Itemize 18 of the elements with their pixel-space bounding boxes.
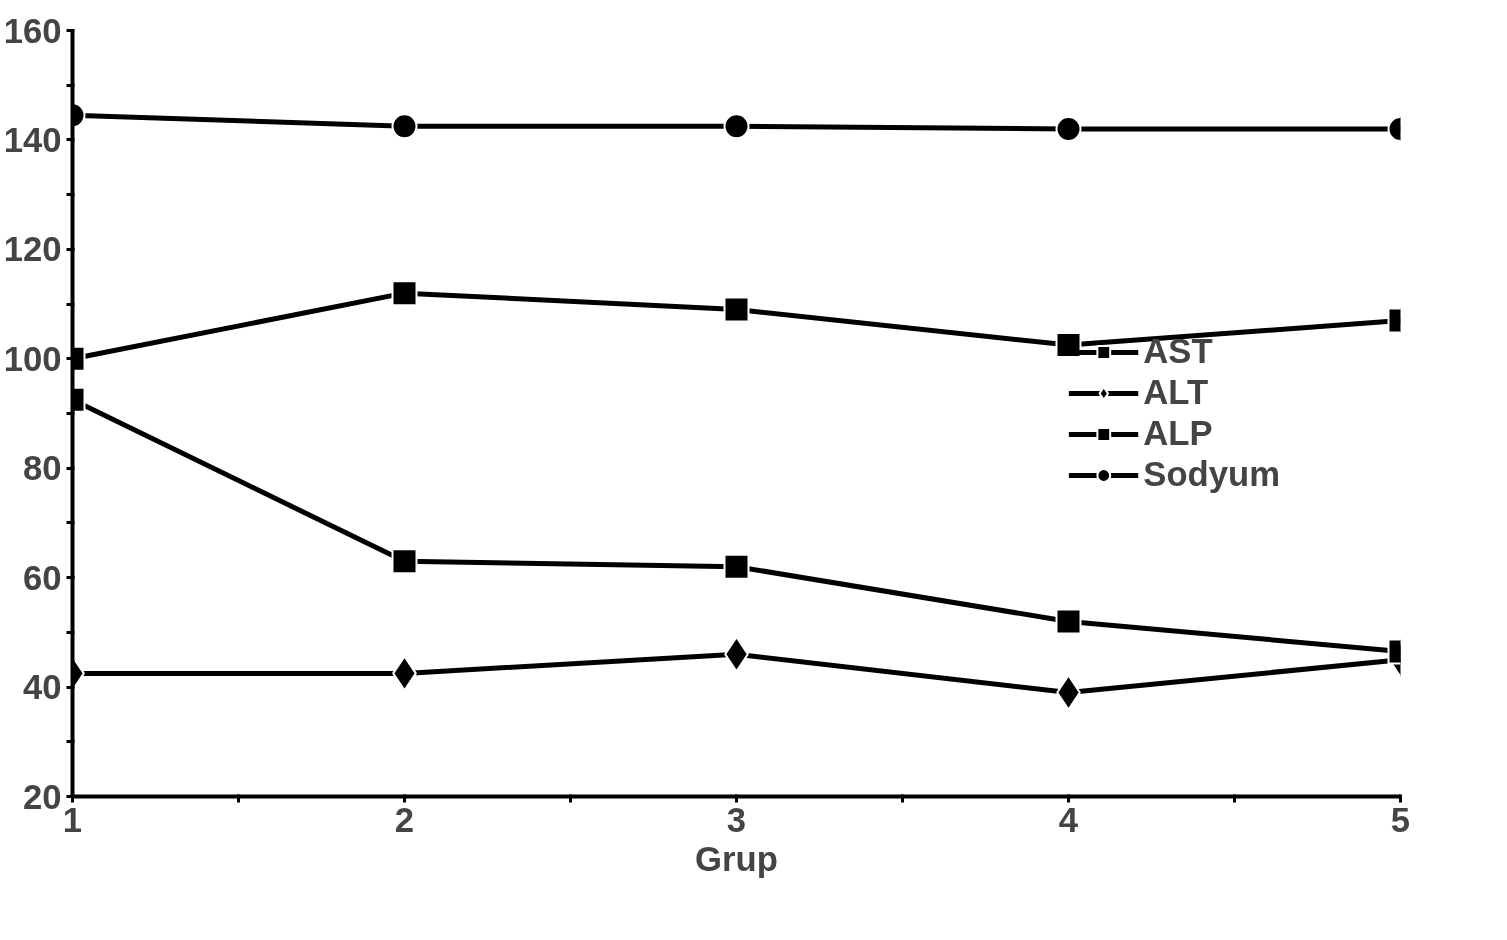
legend-label: ALT [1143,373,1209,412]
y-tick-label: 160 [3,11,62,50]
x-axis-title: Grup [695,839,778,878]
y-tick-label: 120 [3,230,62,269]
x-tick-label: 4 [1058,800,1079,839]
x-tick-label: 2 [394,800,415,839]
y-tick-label: 140 [3,120,62,159]
x-tick-label: 3 [726,800,747,839]
y-tick-label: 60 [22,558,62,597]
y-tick-label: 20 [22,777,62,816]
y-tick-label: 100 [3,339,62,378]
legend-label: AST [1143,332,1213,371]
y-tick-label: 40 [22,668,62,707]
legend-label: Sodyum [1143,455,1280,494]
legend-label: ALP [1143,414,1213,453]
x-tick-label: 1 [62,800,83,839]
y-tick-label: 80 [22,449,62,488]
x-tick-label: 5 [1390,800,1411,839]
